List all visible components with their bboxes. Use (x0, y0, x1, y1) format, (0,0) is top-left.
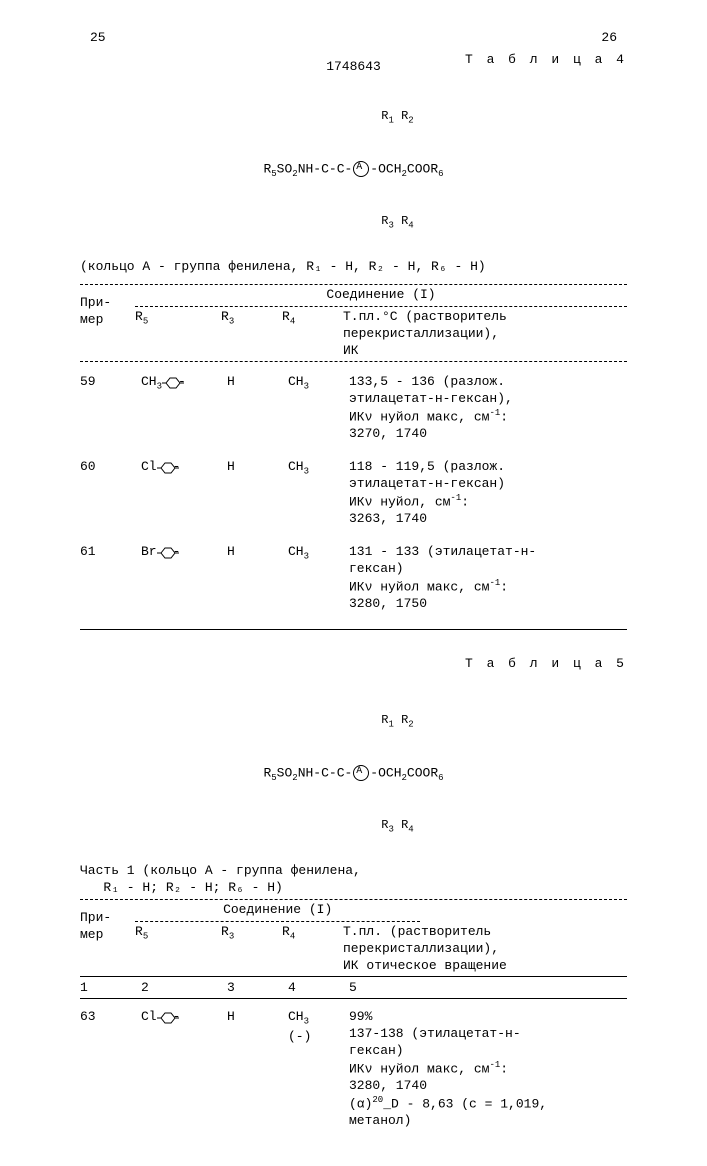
cell-example-num: 61 (80, 534, 141, 619)
cell-r4: CH3 (288, 364, 349, 449)
divider (80, 361, 627, 362)
numcell: 1 (80, 979, 141, 998)
divider (80, 899, 627, 900)
table-row: 59CH3-HCH3133,5 - 136 (разлож. этилацета… (80, 364, 627, 449)
table4-body: 59CH3-HCH3133,5 - 136 (разлож. этилацета… (80, 364, 627, 619)
cell-r3: H (227, 999, 288, 1136)
cell-r5: Cl- (141, 999, 227, 1136)
col-r5: R5 (135, 924, 221, 975)
table-row: 61Br-HCH3131 - 133 (этилацетат-н- гексан… (80, 534, 627, 619)
page-num-right: 26 (601, 30, 617, 47)
col-r3: R3 (221, 924, 282, 975)
cell-r4: CH3 (-) (288, 999, 349, 1136)
cell-example-num: 63 (80, 999, 141, 1136)
cell-desc: 133,5 - 136 (разлож. этилацетат-н-гексан… (349, 364, 627, 449)
cell-r5: Cl- (141, 449, 227, 534)
benzene-icon (162, 376, 178, 388)
table4-header: При- мер Соединение (I) R5 R3 R4 Т.пл.°С… (80, 287, 627, 360)
col-r3: R3 (221, 309, 282, 360)
benzene-icon (157, 1011, 173, 1023)
col-primer: При- мер (80, 287, 135, 360)
cell-r3: H (227, 534, 288, 619)
table-row: 63Cl-HCH3 (-)99% 137-138 (этилацетат-н- … (80, 999, 627, 1136)
page-num-left: 25 (90, 30, 106, 47)
divider (80, 629, 627, 630)
col-r4: R4 (282, 309, 343, 360)
divider (80, 284, 627, 285)
benzene-icon (157, 546, 173, 558)
cell-example-num: 60 (80, 449, 141, 534)
col-desc: Т.пл. (растворитель перекристаллизации),… (343, 924, 513, 975)
col-r5: R5 (135, 309, 221, 360)
table5-title: Т а б л и ц а 5 (80, 656, 627, 673)
divider (80, 976, 627, 977)
page-header: 25 26 1748643 (80, 30, 627, 46)
cell-example-num: 59 (80, 364, 141, 449)
numcell: 2 (141, 979, 227, 998)
col-desc: Т.пл.°С (растворитель перекристаллизации… (343, 309, 513, 360)
cell-r4: CH3 (288, 449, 349, 534)
col-r4: R4 (282, 924, 343, 975)
page-num-center: 1748643 (326, 59, 381, 76)
col-compound: Соединение (I) (135, 287, 627, 307)
numcell: 4 (288, 979, 349, 998)
table4-formula: R1 R2 R5SO2NH-C-C--OCH2COOR6 R3 R4 (80, 75, 627, 249)
cell-desc: 131 - 133 (этилацетат-н- гексан) ИКν нуй… (349, 534, 627, 619)
table5-header: При- мер Соединение (I) R5 R3 R4 Т.пл. (… (80, 902, 627, 975)
cell-desc: 99% 137-138 (этилацетат-н- гексан) ИКν н… (349, 999, 627, 1136)
table-row: 60Cl-HCH3118 - 119,5 (разлож. этилацетат… (80, 449, 627, 534)
cell-r3: H (227, 449, 288, 534)
col-primer: При- мер (80, 902, 135, 975)
cell-r4: CH3 (288, 534, 349, 619)
table5-numrow: 1 2 3 4 5 (80, 979, 627, 999)
numcell: 5 (349, 979, 627, 998)
table5-part: Часть 1 (кольцо А - группа фенилена, R₁ … (80, 863, 627, 897)
cell-r5: Br- (141, 534, 227, 619)
numcell: 3 (227, 979, 288, 998)
cell-r5: CH3- (141, 364, 227, 449)
col-compound: Соединение (I) (135, 902, 420, 922)
cell-r3: H (227, 364, 288, 449)
benzene-icon (157, 461, 173, 473)
table5-body: 63Cl-HCH3 (-)99% 137-138 (этилацетат-н- … (80, 999, 627, 1136)
table4-subtitle: (кольцо А - группа фенилена, R₁ - H, R₂ … (80, 259, 627, 276)
table5-formula: R1 R2 R5SO2NH-C-C--OCH2COOR6 R3 R4 (80, 679, 627, 853)
cell-desc: 118 - 119,5 (разлож. этилацетат-н-гексан… (349, 449, 627, 534)
